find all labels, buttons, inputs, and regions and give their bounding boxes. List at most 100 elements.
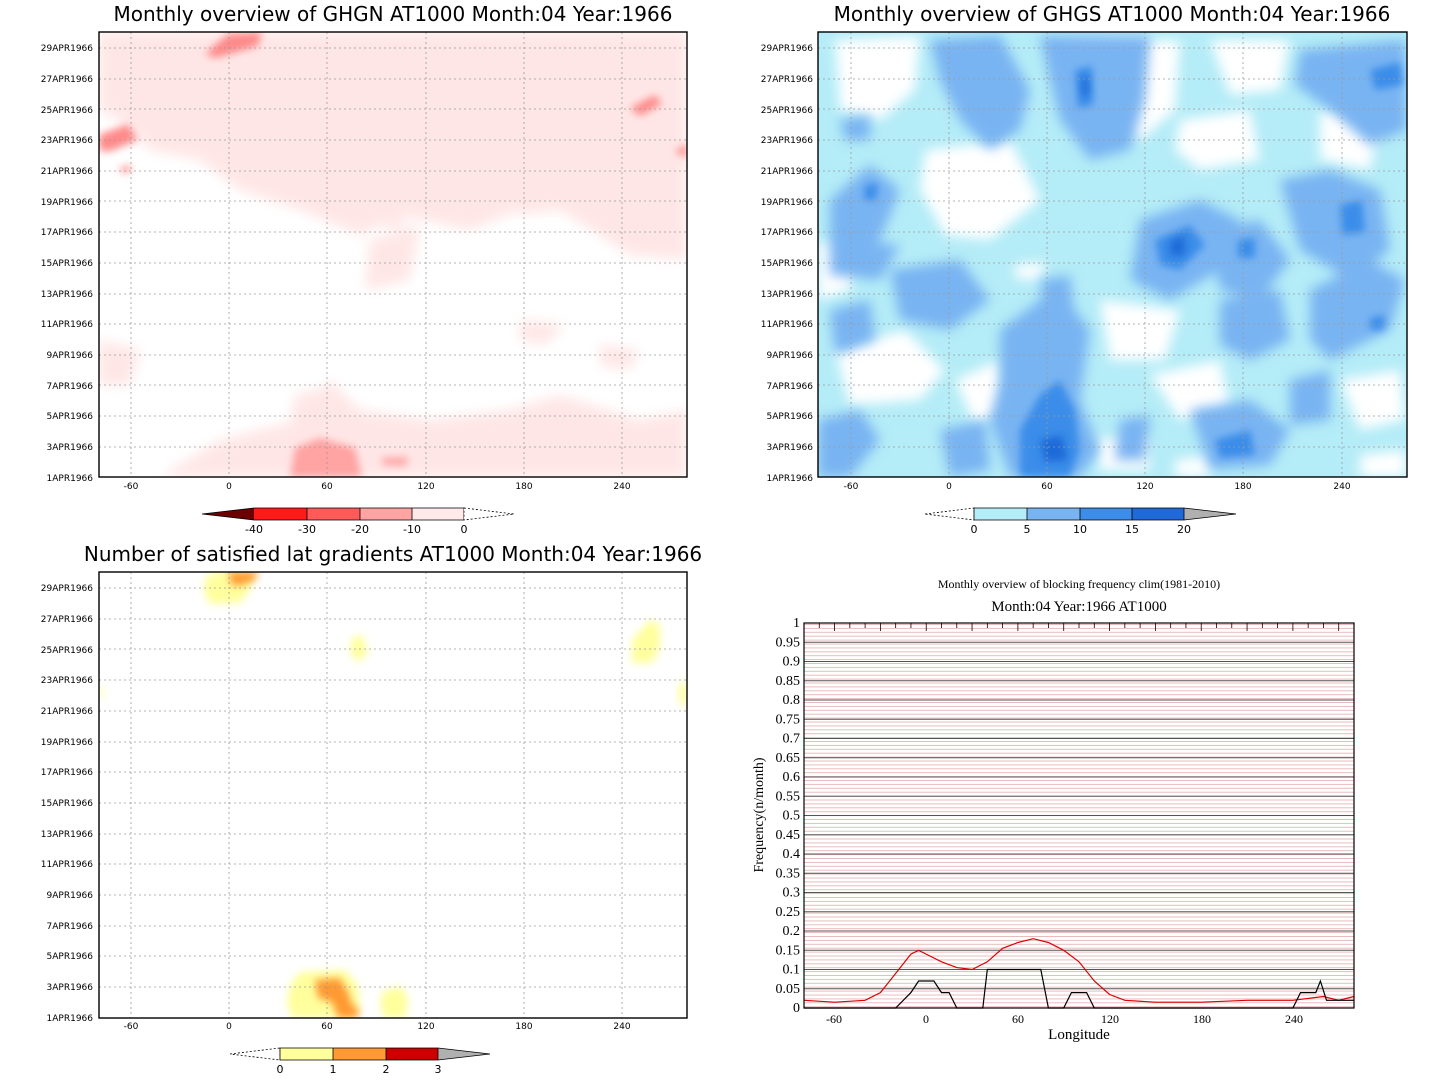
ghgs-xtick: 0	[946, 482, 952, 492]
ghgs-ytick: 3APR1966	[767, 443, 814, 453]
freq-subtitle: Month:04 Year:1966 AT1000	[991, 599, 1166, 615]
freq-xtick: 180	[1193, 1012, 1211, 1026]
freq-xtick: 0	[923, 1012, 929, 1026]
freq-ylabel: Frequency(n/month)	[752, 757, 767, 872]
ghgs-ytick: 7APR1966	[767, 382, 814, 392]
lat-xtick: -60	[124, 1022, 139, 1032]
freq-ytick: 0.15	[776, 943, 801, 958]
ghgn-colorbar-bin	[307, 508, 360, 520]
ghgs-title: Monthly overview of GHGS AT1000 Month:04…	[834, 2, 1391, 26]
freq-ytick: 0.95	[776, 635, 801, 650]
ghgs-colorbar-bin	[1184, 508, 1236, 520]
lat-xtick: 240	[613, 1022, 630, 1032]
ghgn-xtick: 0	[226, 482, 232, 492]
lat-xtick: 180	[515, 1022, 532, 1032]
freq-ytick: 0.8	[783, 693, 801, 708]
lat-ytick: 3APR1966	[47, 983, 94, 993]
freq-series-group	[803, 938, 1355, 1009]
ghgn-frame	[98, 31, 688, 478]
ghgn-xtick: 240	[613, 482, 630, 492]
lat-colorbar-bin	[438, 1048, 490, 1060]
ghgs-ytick: 1APR1966	[767, 474, 814, 484]
freq-xtick: -60	[826, 1012, 842, 1026]
ghgs-ytick: 17APR1966	[761, 228, 813, 238]
ghgs-colorbar-bin	[1080, 508, 1132, 520]
ghgn-colorbar-bin	[254, 508, 307, 520]
ghgn-xtick: -60	[124, 482, 139, 492]
ghgn-xtick: 60	[321, 482, 333, 492]
ghgn-colorbar-label: -10	[403, 523, 421, 536]
freq-ytick: 0.05	[776, 982, 801, 997]
lat-ytick: 15APR1966	[41, 799, 93, 809]
lat-ytick: 7APR1966	[47, 922, 94, 932]
ghgn-ytick: 5APR1966	[47, 412, 94, 422]
ghgn-ytick: 19APR1966	[41, 198, 93, 208]
ghgn-ytick: 9APR1966	[47, 351, 94, 361]
freq-ytick: 0.4	[783, 847, 801, 862]
ghgs-ytick: 13APR1966	[761, 290, 813, 300]
lat-ytick: 23APR1966	[41, 676, 93, 686]
freq-ytick: 0.6	[783, 770, 801, 785]
lat-xtick: 60	[321, 1022, 333, 1032]
ghgs-ytick: 23APR1966	[761, 136, 813, 146]
ghgn-xtick: 180	[515, 482, 532, 492]
ghgn-x-ticks: -60 0 60 120 180 240	[124, 482, 631, 492]
lat-frame	[98, 571, 688, 1019]
freq-ytick: 0.7	[783, 732, 801, 747]
freq-ytick: 0.55	[776, 789, 801, 804]
freq-title: Monthly overview of blocking frequency c…	[938, 577, 1220, 591]
freq-ytick: 0.35	[776, 866, 801, 881]
freq-frame	[803, 622, 1355, 1009]
lat-colorbar-bin	[333, 1048, 386, 1060]
lat-y-ticks: 1APR1966 3APR1966 5APR1966 7APR1966 9APR…	[41, 584, 93, 1024]
ghgn-colorbar-label: 0	[461, 523, 468, 536]
lat-ytick: 9APR1966	[47, 891, 94, 901]
ghgs-x-ticks: -60 0 60 120 180 240	[844, 482, 1351, 492]
lat-colorbar-label: 0	[277, 1063, 284, 1076]
ghgn-ytick: 25APR1966	[41, 106, 93, 116]
lat-ytick: 25APR1966	[41, 646, 93, 656]
ghgs-ytick: 11APR1966	[761, 320, 813, 330]
freq-ytick: 0.25	[776, 905, 801, 920]
ghgn-ytick: 11APR1966	[41, 320, 93, 330]
ghgn-ytick: 21APR1966	[41, 167, 93, 177]
ghgs-colorbar: 0 5 10 15 20	[924, 507, 1237, 536]
freq-x-ticks: -60 0 60 120 180 240	[826, 1012, 1303, 1026]
freq-xtick: 120	[1101, 1012, 1119, 1026]
ghgn-panel: Monthly overview of GHGN AT1000 Month:04…	[41, 2, 688, 536]
freq-xtick: 60	[1012, 1012, 1024, 1026]
ghgn-xtick: 120	[417, 482, 434, 492]
ghgs-panel: Monthly overview of GHGS AT1000 Month:04…	[761, 2, 1408, 536]
ghgs-ytick: 21APR1966	[761, 167, 813, 177]
ghgn-colorbar-bin	[412, 508, 464, 520]
lat-title: Number of satisfied lat gradients AT1000…	[84, 542, 702, 566]
lat-ytick: 5APR1966	[47, 952, 94, 962]
ghgn-colorbar: -40 -30 -20 -10 0	[201, 507, 515, 536]
freq-ytick: 0.3	[783, 886, 801, 901]
lat-ytick: 29APR1966	[41, 584, 93, 594]
ghgs-ytick: 27APR1966	[761, 75, 813, 85]
lat-x-ticks: -60 0 60 120 180 240	[124, 1022, 631, 1032]
freq-xlabel: Longitude	[1048, 1027, 1110, 1043]
freq-xtick: 240	[1285, 1012, 1303, 1026]
ghgn-ytick: 29APR1966	[41, 44, 93, 54]
ghgs-ytick: 15APR1966	[761, 259, 813, 269]
freq-ytick: 1	[793, 616, 800, 631]
ghgn-ytick: 7APR1966	[47, 382, 94, 392]
freq-ytick: 0.65	[776, 751, 801, 766]
lat-field	[99, 572, 687, 1018]
lat-xtick: 0	[226, 1022, 232, 1032]
lat-gridlines	[99, 572, 687, 1018]
freq-ytick: 0.75	[776, 712, 801, 727]
freq-ytick: 0	[793, 1001, 800, 1016]
lat-colorbar-label: 2	[383, 1063, 390, 1076]
ghgs-xtick: 120	[1136, 482, 1153, 492]
ghgn-ytick: 27APR1966	[41, 75, 93, 85]
ghgn-colorbar-label: -30	[298, 523, 316, 536]
freq-y-ticks: 0 0.05 0.1 0.15 0.2 0.25 0.3 0.35 0.4 0.…	[776, 616, 801, 1016]
lat-ytick: 19APR1966	[41, 738, 93, 748]
lat-ytick: 27APR1966	[41, 615, 93, 625]
ghgs-colorbar-bin	[1132, 508, 1184, 520]
lat-ytick: 1APR1966	[47, 1014, 94, 1024]
